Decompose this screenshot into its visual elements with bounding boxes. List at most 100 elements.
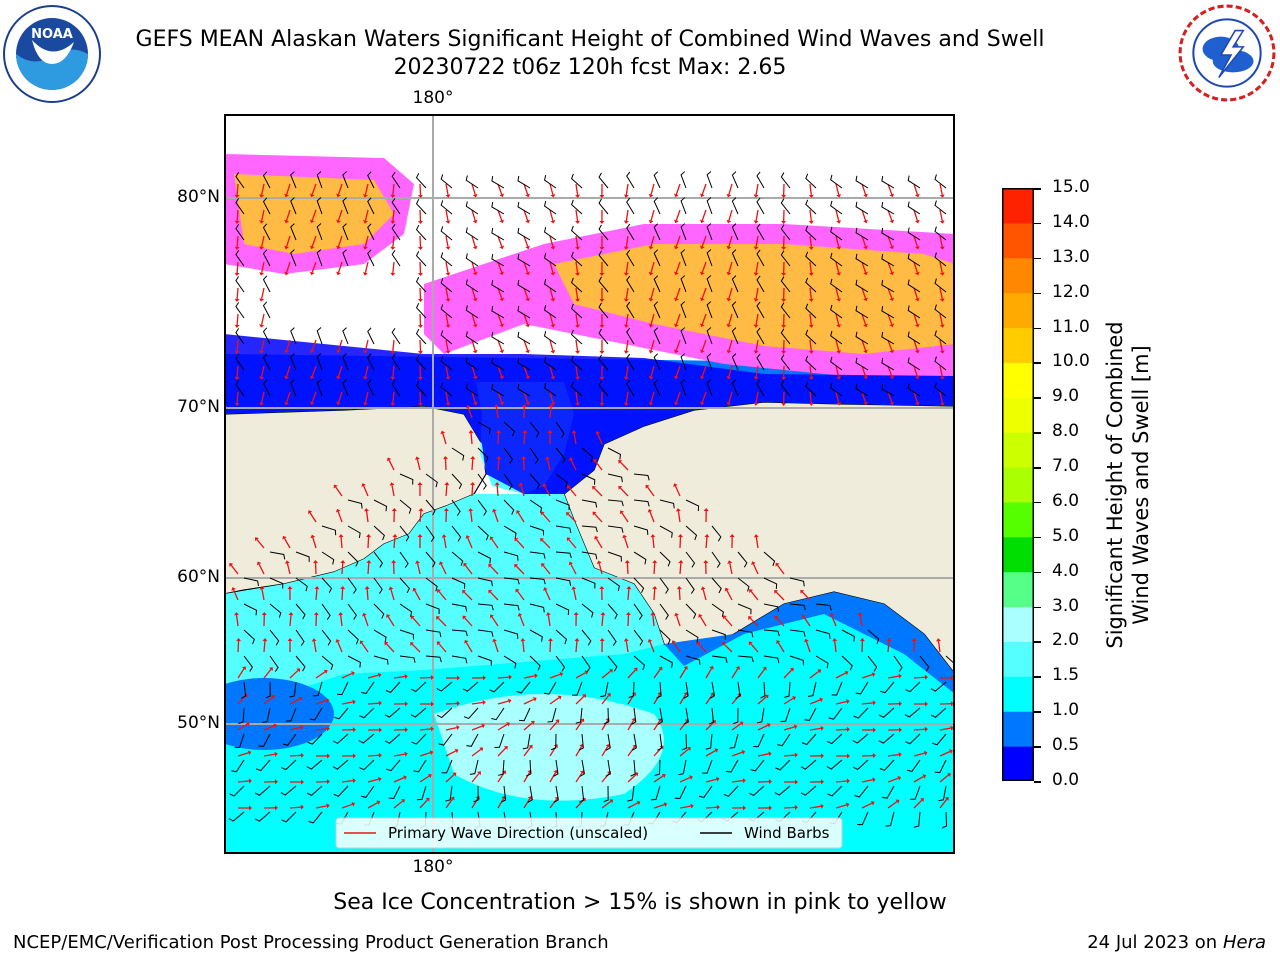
wave-direction-arrow [627,669,636,679]
wind-barb [680,197,687,215]
wind-barb [756,353,765,371]
wind-barb [438,733,453,746]
wave-arrow-head [477,771,481,776]
open-area-ice-gap [284,274,404,334]
wave-arrow-head [599,194,605,198]
wind-barb [477,603,494,611]
wave-arrow-head [534,673,538,679]
wave-arrow-head [229,562,234,567]
wind-barb [503,629,519,640]
wave-direction-arrow [575,183,579,195]
wave-direction-arrow [809,313,812,326]
wind-barb [466,733,479,747]
wave-direction-arrow [783,697,794,705]
wave-direction-arrow [442,433,447,445]
wave-direction-arrow [575,235,579,247]
wave-arrow-head [768,751,772,757]
wave-arrow-head [872,727,876,733]
wave-direction-arrow [805,641,811,653]
wind-barb [255,759,271,772]
wind-barb [907,227,921,241]
wind-barb [477,421,491,434]
wind-barb [411,733,427,745]
wind-barb [465,331,479,345]
wind-barb [731,275,739,293]
wave-arrow-head [724,587,730,592]
wave-direction-arrow [594,460,603,471]
wave-arrow-head [801,614,806,619]
wave-arrow-head [311,638,317,642]
wave-direction-arrow [363,615,369,627]
wind-barb [451,629,468,637]
wind-barb [830,304,843,319]
wave-arrow-head [384,641,389,646]
wind-barb [581,473,596,485]
wind-barb [763,577,778,590]
wave-arrow-head [648,349,654,354]
wave-arrow-head [618,459,623,464]
wind-barb [358,733,375,744]
wave-arrow-head [914,297,920,302]
wind-barb [756,275,765,293]
wave-direction-arrow [650,261,655,273]
wave-direction-arrow [679,720,688,731]
wave-arrow-head [845,802,850,808]
wave-arrow-head [704,534,710,538]
wave-direction-arrow [445,391,449,403]
wave-arrow-head [274,779,278,785]
wave-arrow-head [889,245,895,250]
wave-direction-arrow [653,588,656,601]
wave-direction-arrow [337,391,343,403]
wave-direction-arrow [364,391,369,403]
wind-barb [867,629,880,644]
wave-arrow-head [234,272,240,276]
wave-arrow-head [671,640,676,645]
wind-barb [628,681,635,699]
wave-arrow-head [248,805,252,811]
wave-arrow-head [599,376,605,380]
wave-direction-arrow [286,365,291,377]
wind-barb [607,551,622,562]
wind-barb [547,707,557,723]
wind-barb [543,200,557,215]
wind-barb [228,811,245,822]
wind-barb [731,249,739,267]
map-frame [224,114,955,854]
wind-barb [706,301,713,319]
wave-arrow-head [309,245,315,250]
wave-direction-arrow [939,183,943,195]
wind-barb [881,279,895,293]
wave-arrow-head [924,726,928,732]
wind-barb [674,785,687,800]
wave-arrow-head [516,510,521,514]
wind-barb [731,171,739,189]
sea-ice-note: Sea Ice Concentration > 15% is shown in … [333,890,947,915]
wind-barb [581,525,598,533]
wind-barb [399,525,410,542]
wave-direction-arrow [575,799,585,809]
wave-direction-arrow [419,775,430,783]
wind-barb [517,331,531,345]
wave-arrow-head [443,508,449,512]
wave-direction-arrow [575,640,578,653]
wave-direction-arrow [497,183,503,195]
wave-arrow-head [496,456,502,460]
colorbar-segment [1002,676,1034,712]
wind-barb [269,551,286,560]
wind-barb [477,499,487,516]
wave-arrow-head [234,402,240,406]
wind-barb [815,603,832,611]
wave-direction-arrow [675,261,681,273]
wave-arrow-head [389,482,395,486]
wave-arrow-head [889,401,895,406]
wind-barb [598,276,609,293]
wave-arrow-head [429,750,434,756]
wave-direction-arrow [835,209,840,221]
colorbar-tick-mark [1034,188,1041,190]
wave-arrow-head [753,534,759,538]
wind-barb [347,629,359,645]
wave-direction-arrow [416,563,421,575]
wind-barb [367,249,375,267]
wind-barb [235,172,245,189]
wind-barb [607,525,624,533]
